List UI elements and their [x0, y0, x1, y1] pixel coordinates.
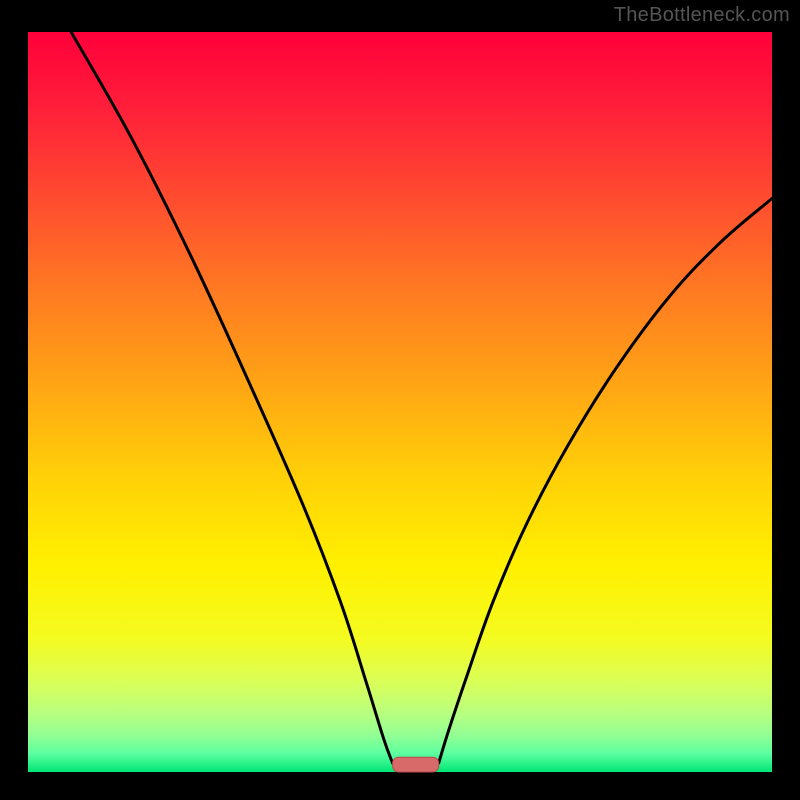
bottleneck-marker — [393, 757, 439, 772]
bottleneck-chart — [0, 0, 800, 800]
watermark-text: TheBottleneck.com — [614, 4, 790, 27]
gradient-background — [28, 32, 772, 772]
chart-container: TheBottleneck.com — [0, 0, 800, 800]
